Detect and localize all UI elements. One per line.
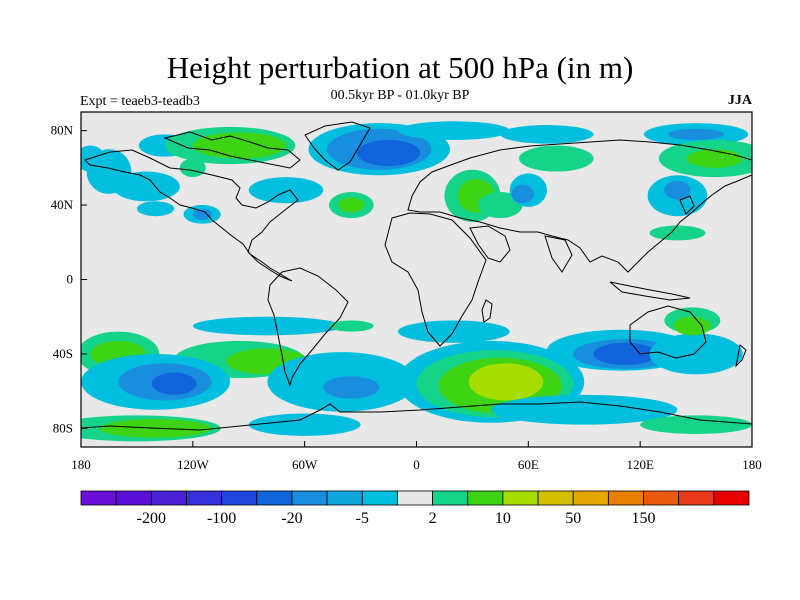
anomaly-patch xyxy=(664,180,691,200)
colorbar-swatch xyxy=(572,490,609,506)
anomaly-patch xyxy=(248,413,361,436)
anomaly-patch xyxy=(248,177,324,204)
anomaly-patch xyxy=(192,208,212,220)
anomaly-patch xyxy=(192,132,287,159)
anomaly-patch xyxy=(112,171,180,202)
coast-madagascar xyxy=(481,299,493,323)
coast-eurasia xyxy=(407,139,752,273)
colorbar-label: 2 xyxy=(429,510,437,527)
experiment-label: Expt = teaeb3-teadb3 xyxy=(80,94,200,109)
colorbar-swatch xyxy=(502,490,539,506)
coastlines xyxy=(81,121,752,431)
longitude-ticks: 180 120W 60W 0 60E 120E 180 xyxy=(71,441,762,472)
coast-new-zealand xyxy=(735,344,747,368)
lat-tick-label: 80N xyxy=(51,123,74,138)
lon-tick-label: 60W xyxy=(292,457,318,472)
lon-tick-label: 180 xyxy=(742,457,762,472)
coast-greenland xyxy=(304,121,371,171)
anomaly-patch xyxy=(511,184,534,204)
coast-india xyxy=(544,235,573,273)
anomaly-patch xyxy=(356,139,421,166)
anomaly-patch xyxy=(500,125,594,144)
coast-arctic-islands xyxy=(163,131,301,169)
anomaly-patch xyxy=(491,394,678,425)
anomaly-patch xyxy=(397,121,510,140)
colorbar-swatch xyxy=(537,490,574,506)
anomaly-patch xyxy=(478,192,523,219)
colorbar-label: 50 xyxy=(565,510,581,527)
anomaly-patch xyxy=(668,128,725,140)
anomaly-patch xyxy=(192,316,342,336)
colorbar: -200 -100 -20 -5 2 10 50 150 xyxy=(80,490,750,527)
colorbar-swatch xyxy=(607,490,644,506)
lon-tick-label: 180 xyxy=(71,457,91,472)
anomaly-patch xyxy=(323,376,380,399)
colorbar-label: -200 xyxy=(137,510,166,527)
lat-tick-label: 40S xyxy=(53,346,73,361)
anomaly-patch xyxy=(649,225,706,241)
coast-north-america xyxy=(84,149,299,282)
lat-tick-label: 0 xyxy=(67,272,74,287)
chart-title: Height perturbation at 500 hPa (in m) xyxy=(166,50,634,85)
anomaly-patch xyxy=(81,145,106,172)
coast-africa xyxy=(384,212,487,347)
colorbar-swatch xyxy=(432,490,469,506)
colorbar-swatch xyxy=(115,490,152,506)
coast-indonesia xyxy=(609,281,691,301)
colorbar-swatch xyxy=(678,490,715,506)
lon-tick-label: 120E xyxy=(626,457,654,472)
anomaly-layer xyxy=(81,121,752,442)
anomaly-patch xyxy=(640,415,752,434)
colorbar-label: 150 xyxy=(632,510,656,527)
anomaly-patch xyxy=(151,372,197,395)
colorbar-swatch xyxy=(80,490,117,506)
anomaly-patch xyxy=(649,333,743,375)
colorbar-label: -5 xyxy=(356,510,369,527)
lon-tick-label: 60E xyxy=(518,457,539,472)
anomaly-patch xyxy=(328,320,374,332)
anomaly-patch xyxy=(593,342,657,366)
colorbar-label: 10 xyxy=(495,510,511,527)
colorbar-swatch xyxy=(361,490,398,506)
lat-tick-label: 80S xyxy=(53,420,73,435)
latitude-ticks: 80N 40N 0 40S 80S xyxy=(51,123,87,435)
colorbar-swatch xyxy=(150,490,187,506)
coast-australia xyxy=(629,305,707,359)
colorbar-swatch xyxy=(221,490,258,506)
anomaly-patch xyxy=(338,197,365,213)
chart-subtitle: 00.5kyr BP - 01.0kyr BP xyxy=(330,88,470,103)
colorbar-label: -100 xyxy=(207,510,236,527)
colorbar-swatch xyxy=(397,490,433,506)
coast-south-america xyxy=(267,267,349,387)
colorbar-swatch xyxy=(256,490,293,506)
colorbar-swatch xyxy=(643,490,680,506)
colorbar-swatch xyxy=(467,490,504,506)
colorbar-swatch xyxy=(326,490,363,506)
anomaly-patch xyxy=(686,149,743,168)
anomaly-patch xyxy=(519,145,594,172)
anomaly-patch xyxy=(136,201,175,217)
colorbar-label: -20 xyxy=(281,510,302,527)
coast-japan xyxy=(679,195,695,215)
season-label: JJA xyxy=(727,93,752,108)
anomaly-patch xyxy=(179,158,206,178)
lon-tick-label: 120W xyxy=(177,457,210,472)
colorbar-swatch xyxy=(291,490,328,506)
lat-tick-label: 40N xyxy=(51,197,74,212)
coast-antarctica xyxy=(81,401,752,431)
lon-tick-label: 0 xyxy=(413,457,420,472)
anomaly-patch xyxy=(673,316,711,336)
anomaly-patch xyxy=(468,363,544,401)
colorbar-swatch xyxy=(713,490,750,506)
colorbar-swatch xyxy=(186,490,223,506)
coast-arabia xyxy=(469,225,511,263)
